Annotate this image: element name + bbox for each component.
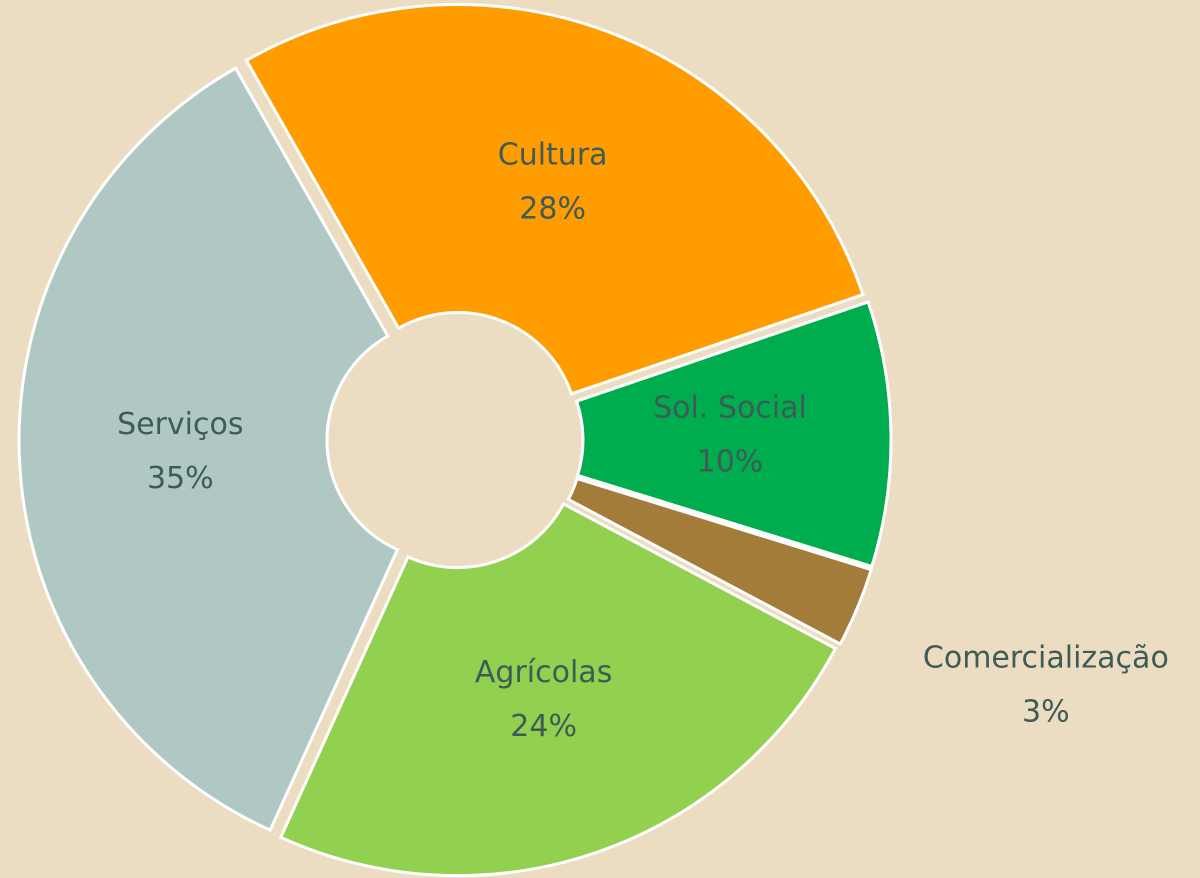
slice-label: Serviços <box>117 407 243 442</box>
slice-label: Cultura <box>498 137 608 172</box>
slice-label: Agrícolas <box>475 655 612 690</box>
donut-slice <box>17 66 400 833</box>
donut-slice <box>244 3 865 396</box>
slice-value-label: 24% <box>510 709 577 744</box>
slice-value-label: 10% <box>697 445 764 480</box>
donut-slice <box>566 476 874 647</box>
donut-slice <box>278 501 838 878</box>
slice-label: Sol. Social <box>653 391 807 426</box>
slice-value-label: 3% <box>1022 694 1070 729</box>
donut-slice <box>574 300 893 569</box>
slice-value-label: 35% <box>147 461 214 496</box>
slice-value-label: 28% <box>519 191 586 226</box>
slice-label: Comercialização <box>923 640 1169 675</box>
